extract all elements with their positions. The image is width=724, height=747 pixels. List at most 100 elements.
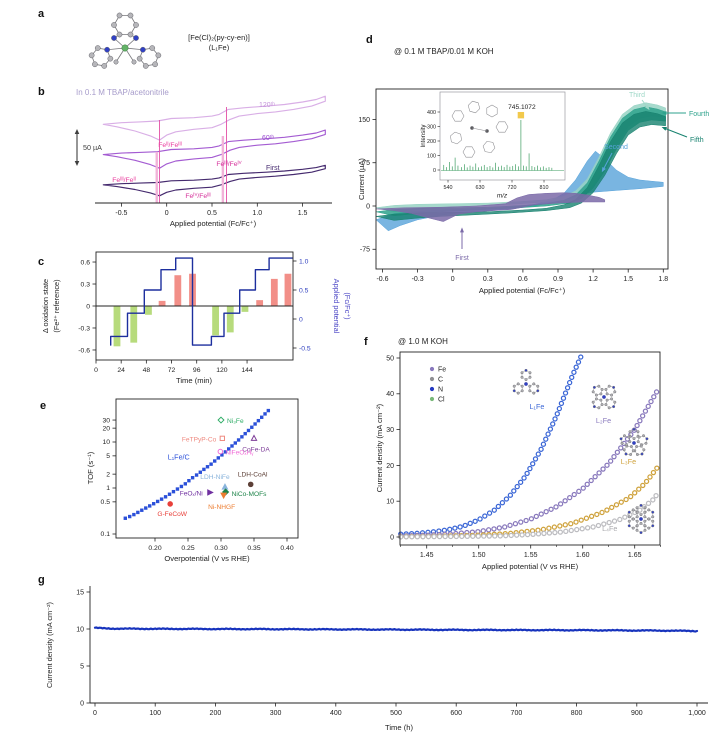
series-bead-L₃Fe [654,465,660,471]
tick-label: 0.40 [280,545,293,552]
molecule-atom [619,437,623,441]
series-bead-L₁Fe [499,500,506,506]
molecule-atom [635,510,639,514]
legend-swatch-N [429,386,435,392]
molecule-atom [631,508,635,512]
molecule-atom [111,22,117,28]
curve-marker [140,508,144,512]
curve-marker [148,504,152,508]
molecule-atom [528,384,532,388]
molecule-atom [605,392,609,396]
series-bead-L₄Fe [579,526,585,532]
series-bead-L₁Fe [552,416,558,422]
series-bead-L₄Fe [508,532,514,539]
molecule-atom [94,45,101,51]
molecule-atom [637,435,641,439]
cv-first [375,192,606,222]
series-bead-L₄Fe [584,525,591,531]
curve-marker [253,422,257,426]
legend-swatch-C [429,376,435,382]
catalyst-label: FeOₓ/Ni [180,490,204,497]
series-bead-L₃Fe [643,478,650,485]
tick-label: 10 [102,439,110,446]
molecule-atom [639,531,643,535]
series-bead-L₁Fe [540,441,547,447]
series-bead-L₁Fe [467,520,473,527]
molecule-atom [632,437,636,441]
tick-label: 100 [149,710,161,717]
molecule-atom [631,526,635,530]
catalyst-label: NiCo-MOFs [232,491,268,498]
tick-label: 30 [102,417,110,424]
catalyst-marker [221,483,229,490]
tick-label: 40 [386,391,394,398]
series-bead-L₃Fe [632,490,638,496]
axis-label: Current density (mA cm⁻²) [375,403,384,492]
annotation-arrow-head [601,166,606,173]
series-bead-L₂Fe [512,521,519,527]
tick-label: 0.3 [81,281,91,288]
molecule-atom [592,385,596,389]
series-bead-L₃Fe [568,521,574,527]
molecule-atom [635,506,639,510]
series-bead-L₄Fe [650,497,656,503]
molecule-atom [627,524,631,528]
scalebar-label: 50 µA [83,143,102,152]
molecule-ring [450,131,462,145]
tick-label: 30 [386,427,394,434]
molecule-atom [597,384,601,388]
series-bead-L₄Fe [590,524,596,530]
curve-marker [132,512,136,517]
molecule-ring [486,104,498,118]
molecule-atom [612,385,616,389]
tick-label: 1.0 [299,258,309,265]
tick-label: 20 [386,463,394,470]
molecule-atom [651,515,655,519]
molecule-atom [631,517,635,521]
molecule-atom [149,45,156,51]
series-bead-L₁Fe [562,390,569,396]
series-bead-L₂Fe [614,449,621,455]
series-bead-L₂Fe [533,513,539,520]
molecule-atom [627,515,631,519]
molecule-atom [101,63,108,69]
molecule-atom [536,389,540,393]
series-bead-L₁Fe [491,507,497,513]
series-label: L₁Fe [530,402,545,411]
axis-label: TOF (s⁻¹) [86,451,95,484]
tick-label: 0.5 [101,499,111,506]
axis-label: Δ oxidation state [41,279,50,333]
series-bead-L₄Fe [606,519,612,526]
series-bead-L₂Fe [584,481,590,487]
molecule-atom [599,398,603,402]
molecule-atom [111,35,117,41]
molecule-atom [88,52,95,59]
tick-label: 144 [241,367,253,374]
series-bead-L₂Fe [548,506,554,512]
curve-marker [187,479,191,483]
molecule-atom [642,448,646,452]
series-bead-L₄Fe [414,534,421,540]
molecule-atom [639,513,643,517]
axis-label: Applied potential (Fc/Fc⁺) [170,219,257,228]
bar-green [113,306,121,347]
tick-label: 0.1 [101,531,111,538]
curve-marker [260,415,264,419]
axis-label: m/z [497,193,508,200]
molecule-atom [644,441,648,445]
molecule-atom [647,508,651,512]
molecule-atom [512,384,516,388]
curve-marker [171,489,176,494]
series-bead-L₄Fe [459,533,465,540]
series-bead-L₃Fe [551,524,558,530]
curve-marker [175,487,180,491]
curve-marker [151,502,156,506]
tick-label: 0 [86,303,90,310]
molecule-atom [632,427,636,431]
stability-line [93,626,699,633]
tick-label: 540 [444,185,453,191]
series-bead-L₂Fe [485,527,492,533]
series-bead-L₁Fe [532,456,539,462]
molecule-atom [532,391,536,395]
